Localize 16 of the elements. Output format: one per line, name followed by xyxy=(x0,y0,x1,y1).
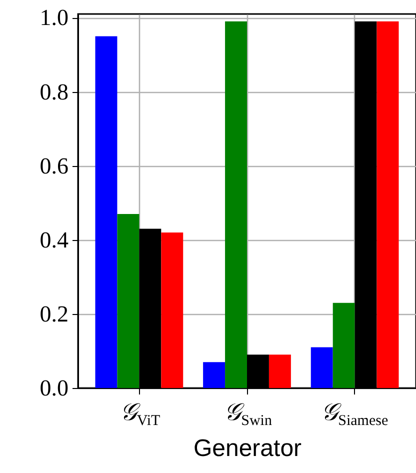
bar xyxy=(376,21,399,388)
y-tick-label: 0.6 xyxy=(40,153,68,178)
bar xyxy=(95,36,118,388)
bar xyxy=(161,232,184,388)
y-tick-label: 0.2 xyxy=(40,301,68,326)
bar xyxy=(332,302,355,388)
y-tick-label: 0.4 xyxy=(40,227,69,252)
bar xyxy=(268,354,291,388)
y-tick-label: 0.8 xyxy=(40,79,68,104)
x-axis-title: Generator xyxy=(193,435,302,462)
bar xyxy=(310,347,333,388)
bar xyxy=(203,362,226,388)
bar xyxy=(117,214,140,388)
bar xyxy=(225,21,247,388)
y-tick-label: 1.0 xyxy=(40,5,68,30)
y-tick-label: 0.0 xyxy=(40,376,68,400)
